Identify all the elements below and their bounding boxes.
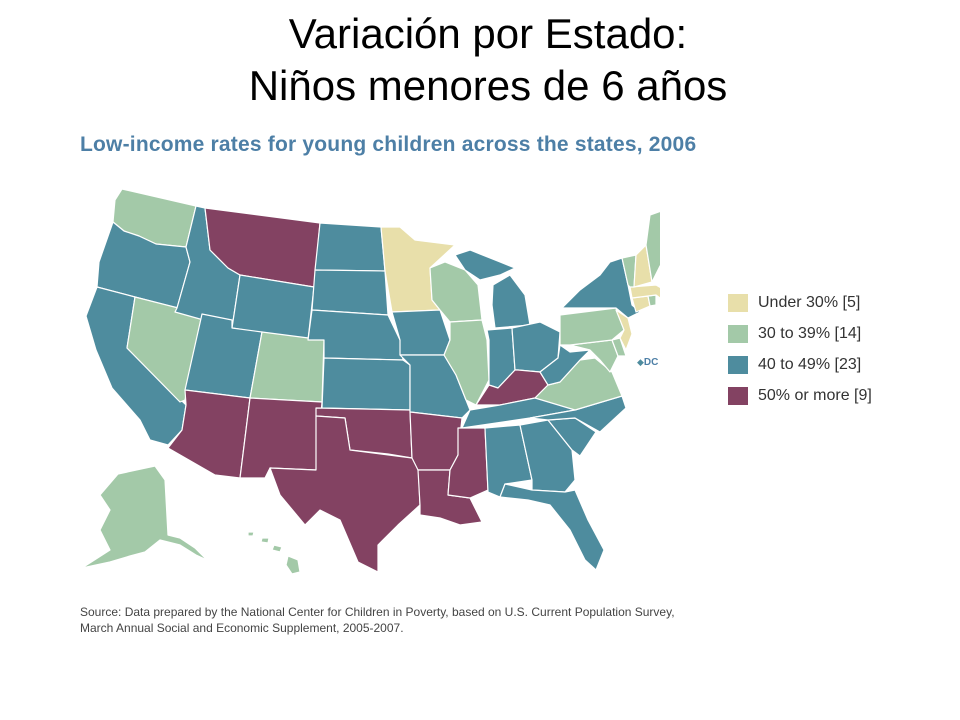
us-map <box>70 180 660 580</box>
state-ma <box>629 284 660 299</box>
state-ks <box>321 357 411 411</box>
legend-label: Under 30% [5] <box>758 293 861 311</box>
legend-item: Under 30% [5] <box>728 290 872 315</box>
us-map-svg <box>81 188 660 575</box>
legend-label: 30 to 39% [14] <box>758 324 862 342</box>
legend-item: 50% or more [9] <box>728 383 872 408</box>
state-tx <box>269 415 421 573</box>
dc-label: ◆DC <box>637 357 658 368</box>
legend-item: 30 to 39% [14] <box>728 321 872 346</box>
slide-title: Variación por Estado: Niños menores de 6… <box>0 8 960 112</box>
legend-label: 50% or more [9] <box>758 386 872 404</box>
legend: Under 30% [5] 30 to 39% [14] 40 to 49% [… <box>728 290 872 414</box>
source-line1: Source: Data prepared by the National Ce… <box>80 605 675 619</box>
state-nm <box>239 397 323 479</box>
state-ia <box>391 309 451 356</box>
legend-item: 40 to 49% [23] <box>728 352 872 377</box>
legend-swatch <box>728 355 748 374</box>
legend-swatch <box>728 293 748 312</box>
state-me <box>645 210 660 283</box>
state-hi-main <box>285 555 301 575</box>
state-nd <box>314 222 386 272</box>
source-note: Source: Data prepared by the National Ce… <box>80 604 780 636</box>
state-hi-maui <box>271 544 283 553</box>
state-il <box>443 319 490 406</box>
legend-swatch <box>728 386 748 405</box>
state-hi-kauai <box>247 531 255 537</box>
state-ri <box>647 294 657 307</box>
state-ak <box>81 465 208 569</box>
source-line2: March Annual Social and Economic Supplem… <box>80 621 404 635</box>
state-hi-oahu <box>260 537 270 544</box>
state-vt <box>621 254 637 288</box>
state-ct <box>631 295 651 313</box>
dc-text: DC <box>643 357 659 368</box>
dc-marker-icon: ◆ <box>637 357 644 367</box>
map-title: Low-income rates for young children acro… <box>80 133 697 156</box>
slide-title-line2: Niños menores de 6 años <box>248 62 728 109</box>
state-fl <box>499 483 605 571</box>
slide-title-line1: Variación por Estado: <box>288 10 688 57</box>
legend-label: 40 to 49% [23] <box>758 355 862 373</box>
state-sd <box>311 269 389 316</box>
state-co <box>249 331 325 403</box>
state-de <box>611 337 627 357</box>
legend-swatch <box>728 324 748 343</box>
